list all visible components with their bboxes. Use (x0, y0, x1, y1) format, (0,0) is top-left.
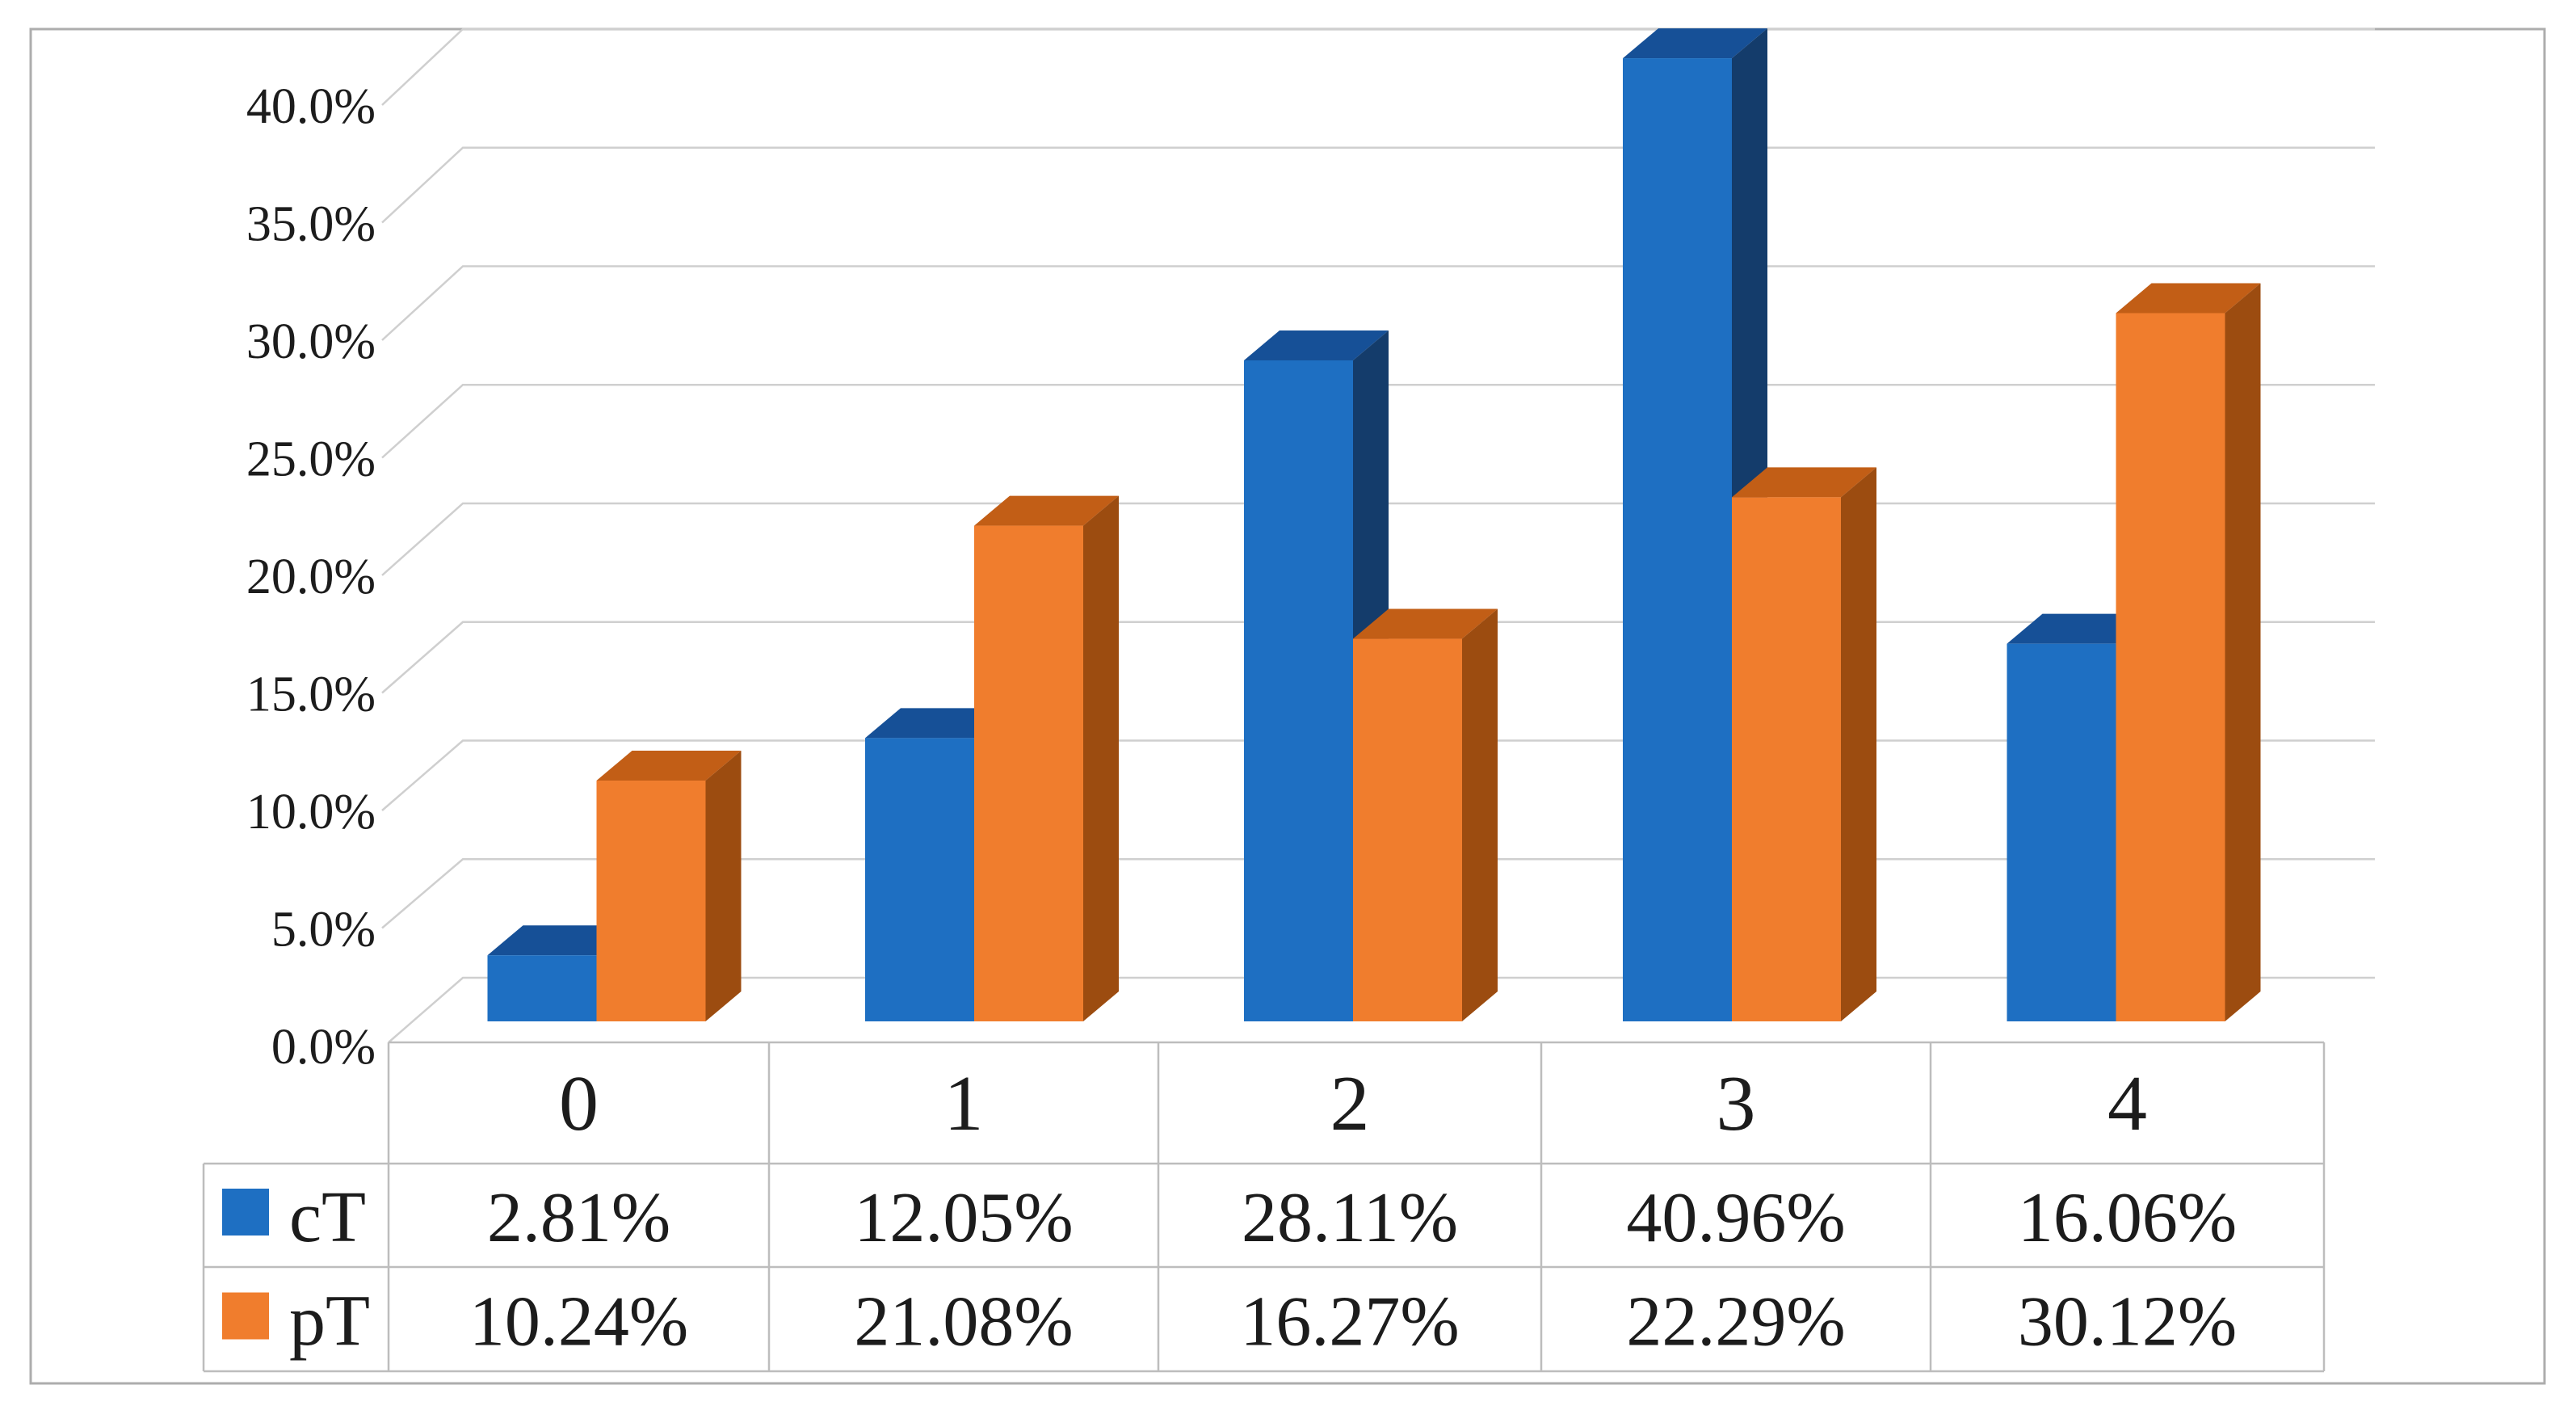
bar-front-face (596, 781, 706, 1021)
legend-label: pT (289, 1282, 370, 1362)
bar-front-face (2116, 313, 2225, 1021)
table-value-cell: 16.06% (2018, 1179, 2237, 1257)
category-label: 3 (1717, 1060, 1756, 1147)
bar-front-face (1732, 497, 1841, 1021)
data-table-grid (202, 1041, 2326, 1373)
bar-front-face (1623, 58, 1732, 1022)
table-value-cell: 30.12% (2018, 1283, 2237, 1362)
bar-front-face (1244, 360, 1353, 1021)
bar-side-face (705, 751, 742, 1021)
bar-side-face (1462, 608, 1498, 1021)
table-value-cell: 16.27% (1240, 1283, 1459, 1362)
table-value-cell: 22.29% (1626, 1283, 1845, 1362)
bar-top-face (865, 708, 1010, 739)
bar-front-face (487, 955, 597, 1021)
bar-front-face (2007, 643, 2116, 1021)
bar-side-face (1841, 467, 1876, 1021)
table-value-cell: 10.24% (469, 1283, 688, 1362)
table-value-cell: 40.96% (1626, 1179, 1845, 1257)
y-axis-tick-label: 15.0% (246, 667, 376, 722)
bars-plot-area (487, 28, 2261, 1022)
table-row-pT: pT 10.24% 21.08% 16.27% 22.29% 30.12% (222, 1282, 2237, 1362)
bar-front-face (865, 738, 974, 1021)
bar-top-face (1732, 467, 1876, 498)
y-axis-tick-label: 30.0% (246, 314, 376, 369)
bar-top-face (974, 495, 1119, 526)
bar-top-face (487, 925, 632, 956)
table-row-cT: cT 2.81% 12.05% 28.11% 40.96% 16.06% (222, 1177, 2237, 1257)
category-row: 0 1 2 3 4 (559, 1060, 2147, 1147)
y-axis-tick-label: 25.0% (246, 432, 376, 487)
y-axis-tick-label: 5.0% (271, 903, 376, 958)
bar-side-face (2225, 283, 2261, 1021)
bar-pT-cat4 (2116, 283, 2261, 1021)
legend-label: cT (289, 1177, 366, 1257)
y-axis-tick-label: 10.0% (246, 785, 376, 840)
bar-top-face (2007, 613, 2152, 644)
legend-swatch-pT (222, 1292, 269, 1340)
table-value-cell: 21.08% (854, 1283, 1073, 1362)
bar-pT-cat3 (1732, 467, 1876, 1021)
bar-side-face (1083, 495, 1119, 1021)
bar-pT-cat0 (596, 751, 742, 1021)
table-value-cell: 12.05% (854, 1179, 1073, 1257)
bar-top-face (1244, 330, 1389, 360)
category-label: 4 (2107, 1060, 2147, 1147)
bar-top-face (1623, 28, 1767, 59)
category-label: 0 (559, 1060, 599, 1147)
bar-top-face (596, 751, 742, 781)
y-axis-tick-label: 40.0% (246, 79, 376, 134)
bar-front-face (974, 525, 1083, 1021)
y-axis-tick-label: 0.0% (271, 1020, 376, 1075)
legend-swatch-cT (222, 1189, 269, 1236)
category-label: 1 (944, 1060, 984, 1147)
bar-top-face (2116, 283, 2261, 314)
bar-pT-cat2 (1353, 608, 1498, 1021)
y-axis: 0.0% 5.0% 10.0% 15.0% 20.0% 25.0% 30.0% 35.0% 40… (246, 79, 376, 1075)
y-axis-tick-label: 35.0% (246, 197, 376, 252)
table-value-cell: 2.81% (487, 1179, 670, 1257)
y-axis-tick-label: 20.0% (246, 549, 376, 604)
bar-top-face (1353, 608, 1498, 639)
category-label: 2 (1330, 1060, 1370, 1147)
bar-front-face (1353, 638, 1462, 1021)
bar-pT-cat1 (974, 495, 1119, 1021)
table-value-cell: 28.11% (1242, 1179, 1458, 1257)
